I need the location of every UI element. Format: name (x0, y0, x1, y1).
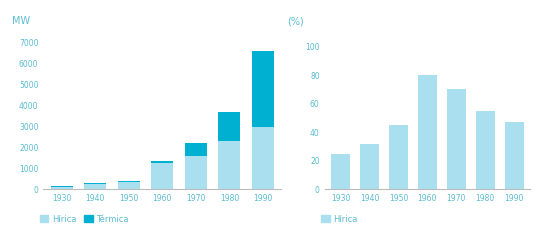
Bar (151, 161, 173, 163)
Text: MW: MW (12, 16, 30, 26)
Bar (118, 182, 140, 189)
Bar (51, 186, 72, 187)
Bar (185, 143, 207, 156)
Bar (84, 184, 106, 189)
Legend: Hírica, Térmica: Hírica, Térmica (37, 211, 132, 227)
Legend: Hírica: Hírica (318, 211, 361, 227)
Bar (360, 144, 379, 189)
Bar (84, 183, 106, 184)
Bar (219, 112, 240, 141)
Bar (118, 181, 140, 182)
Bar (252, 51, 274, 127)
Bar (151, 163, 173, 189)
Bar (219, 141, 240, 189)
Bar (389, 125, 408, 189)
Bar (476, 111, 494, 189)
Text: (%): (%) (288, 16, 305, 26)
Bar (505, 122, 524, 189)
Bar (51, 187, 72, 189)
Bar (331, 154, 350, 189)
Bar (252, 127, 274, 189)
Bar (185, 156, 207, 189)
Bar (447, 89, 466, 189)
Bar (418, 75, 437, 189)
